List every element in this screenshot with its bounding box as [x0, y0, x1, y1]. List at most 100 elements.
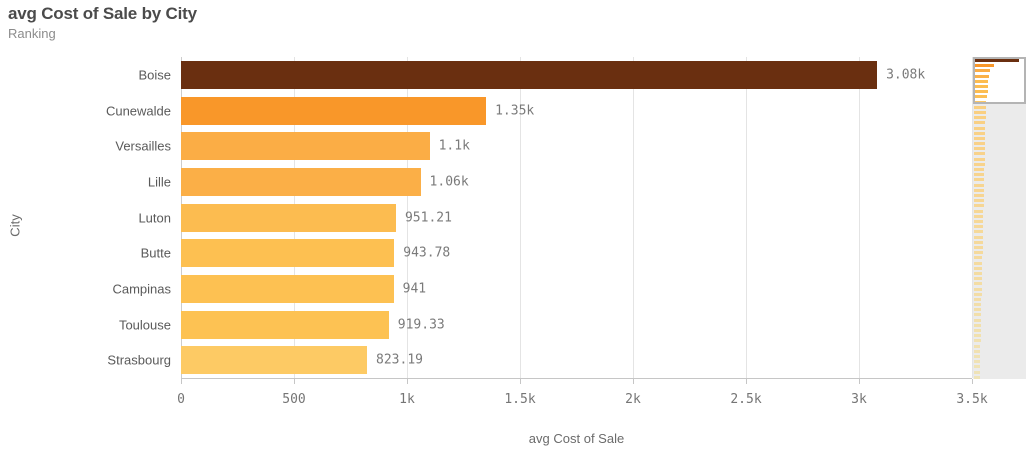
- x-tick-mark: [407, 379, 408, 384]
- category-label-cunewalde[interactable]: Cunewalde: [105, 103, 171, 118]
- x-tick-label: 1.5k: [504, 392, 536, 407]
- minimap-bar: [974, 84, 988, 88]
- minimap-bar: [974, 349, 981, 353]
- minimap-bar: [974, 261, 983, 265]
- x-tick-mark: [859, 379, 860, 384]
- minimap-bar: [974, 131, 986, 135]
- minimap-bar: [974, 59, 1019, 62]
- minimap-bar: [974, 79, 988, 83]
- x-tick-label: 3.5k: [956, 392, 988, 407]
- category-label-luton[interactable]: Luton: [138, 210, 171, 225]
- minimap-bar: [974, 173, 985, 177]
- minimap-bar: [974, 303, 982, 307]
- bar-value-label: 823.19: [376, 352, 423, 368]
- bar-value-label: 951.21: [404, 210, 452, 225]
- bar-cunewalde[interactable]: [181, 96, 487, 125]
- gridline: [633, 57, 634, 378]
- bar-value-label: 919.33: [397, 317, 445, 332]
- minimap-bar: [974, 360, 981, 364]
- minimap-bar: [974, 110, 986, 114]
- minimap-bar: [974, 329, 981, 333]
- gridline: [746, 57, 747, 378]
- bar-luton[interactable]: [181, 203, 396, 232]
- x-tick-mark: [746, 379, 747, 384]
- x-tick-mark: [633, 379, 634, 384]
- minimap-bar: [974, 245, 983, 249]
- minimap-bar: [974, 95, 988, 99]
- minimap-bar: [974, 204, 984, 208]
- minimap-bar: [974, 178, 985, 182]
- bar-strasbourg[interactable]: [181, 346, 368, 375]
- gridline: [972, 57, 973, 378]
- minimap-bar: [974, 74, 990, 78]
- minimap-bar: [974, 209, 984, 213]
- category-label-toulouse[interactable]: Toulouse: [118, 317, 171, 332]
- category-label-boise[interactable]: Boise: [138, 67, 171, 83]
- minimap-bar: [974, 105, 986, 109]
- x-tick-mark: [181, 379, 182, 384]
- x-tick-mark: [294, 379, 295, 384]
- x-tick-label: 1k: [399, 392, 415, 407]
- x-tick-label: 500: [282, 392, 306, 407]
- bar-value-label: 3.08k: [886, 67, 926, 83]
- minimap-bar: [974, 318, 981, 322]
- minimap-bar: [974, 256, 983, 260]
- bar-campinas[interactable]: [181, 274, 394, 303]
- x-axis-line: [181, 378, 972, 379]
- y-axis-title: City: [7, 214, 23, 237]
- category-label-strasbourg[interactable]: Strasbourg: [107, 352, 171, 368]
- minimap-bar: [974, 271, 983, 275]
- minimap-bar: [974, 64, 994, 68]
- x-tick-mark: [520, 379, 521, 384]
- category-label-versailles[interactable]: Versailles: [115, 138, 171, 154]
- minimap-bar: [974, 277, 982, 281]
- minimap-bar: [974, 183, 985, 187]
- gridline: [859, 57, 860, 378]
- minimap-bar: [974, 147, 985, 151]
- minimap-bar: [974, 323, 981, 327]
- plot-area: 3.08k 1.35k 1.1k 1.06k 951.21 943.78 941 919.33…: [181, 57, 973, 378]
- x-tick-mark: [972, 379, 973, 384]
- bar-versailles[interactable]: [181, 132, 430, 161]
- bar-butte[interactable]: [181, 239, 395, 268]
- bar-value-label: 1.35k: [495, 103, 535, 118]
- minimap-bar: [974, 313, 982, 317]
- minimap-bar: [974, 220, 984, 223]
- minimap-viewport-handle[interactable]: [973, 57, 1026, 104]
- category-label-lille[interactable]: Lille: [147, 174, 171, 190]
- minimap-bar: [974, 152, 985, 156]
- minimap-bar: [974, 69, 991, 73]
- bar-toulouse[interactable]: [181, 310, 389, 339]
- gridline: [520, 57, 521, 378]
- minimap-bar: [974, 339, 981, 343]
- minimap-bar: [974, 214, 984, 218]
- minimap-bar: [974, 251, 983, 255]
- chart-subtitle: Ranking: [8, 26, 56, 41]
- bar-value-label: 1.1k: [438, 138, 470, 154]
- minimap-bar: [974, 235, 983, 239]
- minimap-bar: [974, 266, 983, 270]
- gridline: [407, 57, 408, 378]
- minimap-bar: [974, 157, 985, 161]
- minimap-bar: [974, 142, 985, 146]
- category-label-campinas[interactable]: Campinas: [112, 281, 171, 297]
- bar-lille[interactable]: [181, 167, 421, 196]
- minimap-bar: [974, 365, 980, 369]
- x-tick-label: 0: [177, 392, 185, 407]
- category-label-butte[interactable]: Butte: [140, 245, 171, 261]
- bar-boise[interactable]: [181, 60, 878, 89]
- minimap-bar: [974, 282, 982, 286]
- minimap-bar: [974, 240, 983, 244]
- minimap-bar: [974, 194, 984, 198]
- x-tick-label: 3k: [851, 392, 867, 407]
- minimap-bar: [974, 334, 981, 338]
- minimap-bar: [974, 292, 982, 296]
- x-axis-title: avg Cost of Sale: [528, 431, 625, 446]
- minimap-bar: [974, 199, 984, 203]
- minimap-bar: [974, 297, 982, 301]
- minimap-bar: [974, 188, 984, 192]
- chart-minimap-scrollbar[interactable]: [973, 57, 1026, 379]
- minimap-bar: [974, 370, 980, 374]
- bar-value-label: 941: [402, 281, 427, 297]
- minimap-bar: [974, 287, 982, 291]
